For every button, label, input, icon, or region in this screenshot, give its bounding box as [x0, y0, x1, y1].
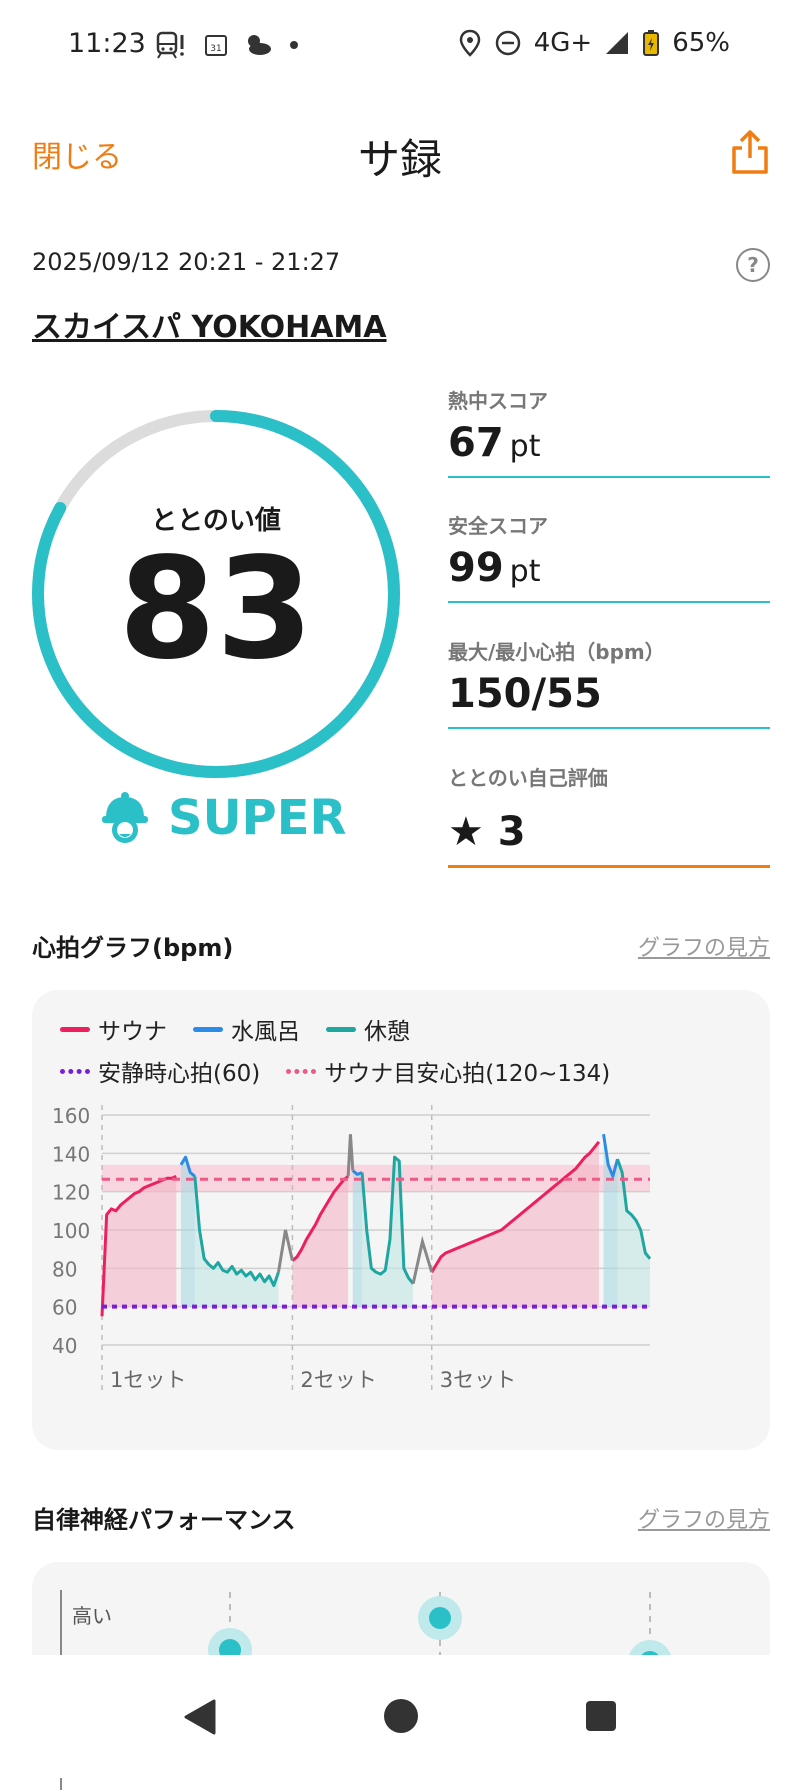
gauge-value: 83 — [118, 528, 314, 691]
ans-help-link[interactable]: グラフの見方 — [637, 1508, 770, 1533]
heart-rate-chart: 160 140 120 100 80 60 40 1セット 2セット 3セット — [52, 1104, 652, 1395]
score-label: ととのい自己評価 — [448, 766, 608, 790]
series-area — [617, 1159, 650, 1307]
battery-level: 65% — [672, 28, 730, 58]
signal-icon — [606, 32, 629, 54]
divider — [448, 865, 770, 868]
score-label: 最大/最小心拍（bpm） — [448, 640, 665, 664]
status-time: 11:23 — [68, 28, 146, 59]
status-bar: 11:23 31 4G+ 65% — [0, 0, 800, 90]
system-nav-bar — [0, 1655, 800, 1778]
score-heat: 熱中スコア 67 pt — [448, 385, 770, 478]
weather-icon — [248, 35, 271, 55]
score-heart-rate: 最大/最小心拍（bpm） 150/55 — [448, 636, 770, 729]
status-right: 4G+ 65% — [458, 28, 730, 58]
series-line — [351, 1169, 363, 1176]
gap-line — [411, 1235, 434, 1284]
ans-y-label: 高い — [72, 1604, 112, 1628]
do-not-disturb-icon — [495, 30, 520, 56]
legend-item-cold: 水風呂 — [193, 1012, 300, 1046]
ans-title: 自律神経パフォーマンス — [32, 1506, 296, 1534]
legend-item-sauna: サウナ — [60, 1012, 167, 1046]
back-icon[interactable] — [182, 1697, 218, 1737]
score-value: 150/55 — [448, 671, 602, 717]
battery-icon — [643, 30, 660, 56]
gap-line — [276, 1229, 294, 1273]
sauna-hat-icon — [102, 792, 148, 843]
series-area — [180, 1157, 195, 1307]
y-tick-label: 140 — [52, 1142, 90, 1166]
page-title: サ録 — [357, 135, 442, 184]
score-value: 67 pt — [448, 420, 541, 466]
score-label: 熱中スコア — [448, 389, 548, 413]
y-tick-label: 80 — [52, 1257, 77, 1281]
y-tick-label: 40 — [52, 1334, 77, 1358]
help-icon[interactable]: ? — [736, 248, 770, 282]
series-line — [430, 1140, 601, 1273]
series-line — [179, 1155, 196, 1178]
grade-text: SUPER — [168, 790, 347, 846]
legend-item-rest: 休憩 — [326, 1012, 410, 1046]
train-alert-icon — [156, 31, 184, 59]
score-label: 安全スコア — [448, 514, 548, 538]
legend-item-target-hr: サウナ目安心拍(120~134) — [286, 1054, 610, 1088]
gauge-progress-arc — [32, 410, 400, 778]
set-label: 1セット — [110, 1368, 186, 1392]
gauge-label: ととのい値 — [151, 506, 281, 536]
set-label: 2セット — [300, 1368, 376, 1392]
score-value: 99 pt — [448, 545, 541, 591]
close-button[interactable]: 閉じる — [32, 140, 122, 175]
set-label: 3セット — [440, 1368, 516, 1392]
legend-row-2: 安静時心拍(60) サウナ目安心拍(120~134) — [60, 1054, 610, 1088]
y-tick-label: 100 — [52, 1219, 90, 1243]
series-line — [360, 1155, 415, 1285]
svg-text:31: 31 — [210, 44, 221, 54]
heart-graph-help-link[interactable]: グラフの見方 — [637, 936, 770, 961]
series-area — [292, 1176, 349, 1307]
series-area — [102, 1176, 177, 1317]
network-type: 4G+ — [533, 28, 593, 58]
legend-row-1: サウナ 水風呂 休憩 — [60, 1012, 410, 1046]
divider — [448, 727, 770, 729]
notification-icons: 31 — [155, 30, 301, 60]
facility-link[interactable]: スカイスパ YOKOHAMA — [32, 310, 387, 345]
score-value: ★ 3 — [448, 809, 526, 855]
home-icon[interactable] — [382, 1697, 420, 1735]
heart-graph-card: サウナ 水風呂 休憩 安静時心拍(60) サウナ目安心拍(120~134) 16… — [32, 990, 770, 1450]
series-line — [193, 1176, 280, 1288]
series-line — [602, 1133, 619, 1178]
calendar-icon: 31 — [205, 35, 227, 56]
session-datetime: 2025/09/12 20:21 - 21:27 — [32, 248, 341, 276]
series-line — [291, 1175, 350, 1262]
heart-graph-title: 心拍グラフ(bpm) — [32, 934, 234, 962]
grade-badge: SUPER — [100, 790, 346, 846]
divider — [448, 601, 770, 603]
recents-icon[interactable] — [584, 1699, 618, 1733]
location-icon — [459, 29, 480, 57]
series-area — [603, 1134, 618, 1307]
y-tick-label: 160 — [52, 1104, 90, 1128]
y-tick-label: 60 — [52, 1296, 77, 1320]
share-icon[interactable] — [730, 128, 770, 176]
dot-icon — [290, 41, 298, 49]
y-tick-label: 120 — [52, 1181, 90, 1205]
totonoi-gauge — [32, 410, 400, 778]
legend-item-resting-hr: 安静時心拍(60) — [60, 1054, 260, 1088]
series-area — [352, 1170, 363, 1307]
score-self-rating[interactable]: ととのい自己評価 ★ 3 — [448, 762, 770, 868]
series-area — [194, 1176, 279, 1307]
score-safety: 安全スコア 99 pt — [448, 510, 770, 603]
gap-line — [346, 1134, 355, 1177]
series-area — [431, 1141, 599, 1307]
divider — [448, 476, 770, 478]
